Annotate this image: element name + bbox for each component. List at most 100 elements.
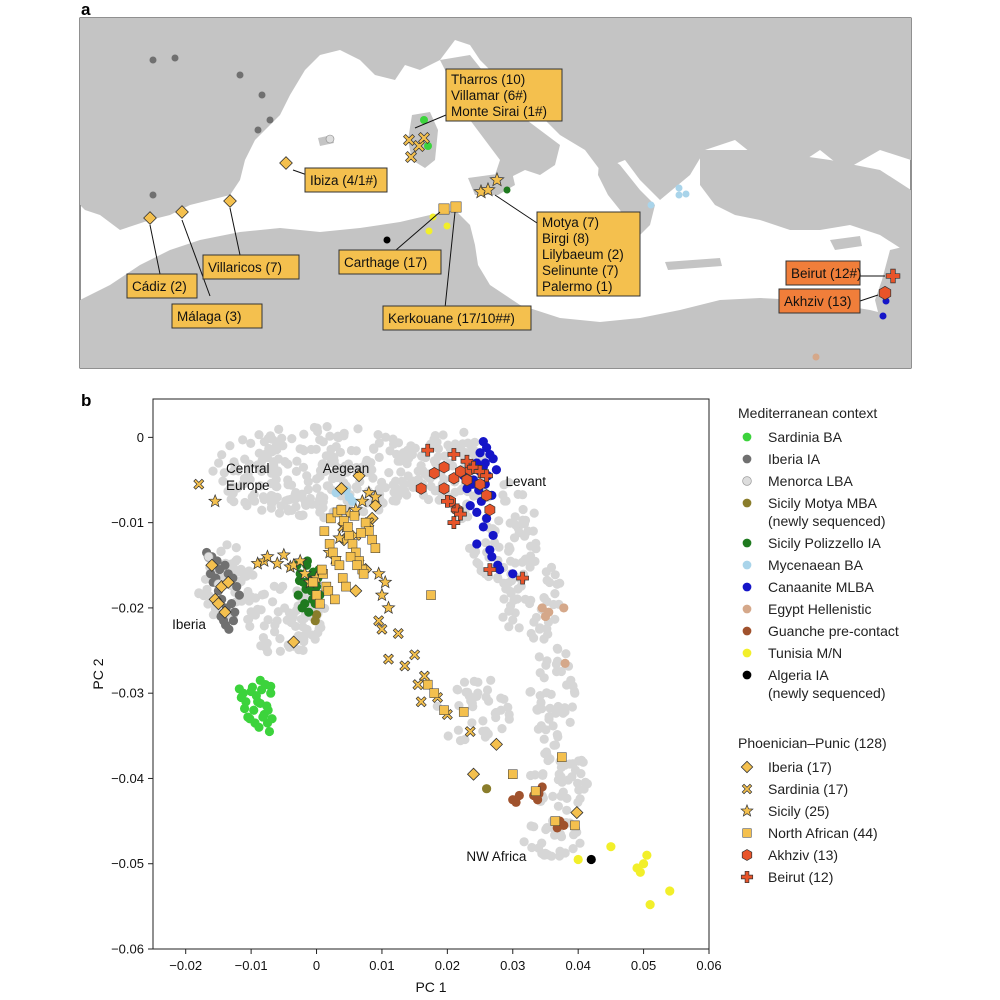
reference-point (478, 716, 488, 726)
data-point (367, 534, 377, 545)
legend-marker (742, 432, 752, 442)
reference-point (255, 481, 265, 491)
legend-label: Mycenaean BA (768, 557, 864, 573)
data-point (336, 505, 347, 515)
reference-point (312, 483, 322, 493)
site-label-tharros: Tharros (10) Villamar (6#) Monte Sirai (… (445, 68, 563, 122)
reference-point (525, 562, 535, 572)
map-beirut-marker (885, 268, 901, 284)
reference-point (531, 544, 541, 554)
reference-point (317, 460, 327, 470)
reference-point (315, 471, 325, 481)
reference-point (248, 570, 258, 580)
data-point (559, 603, 569, 613)
reference-point (507, 576, 517, 586)
reference-point (539, 593, 550, 603)
data-point (488, 530, 498, 541)
reference-point (426, 481, 436, 492)
site-label-villaricos: Villaricos (7) (202, 254, 300, 280)
legend-label: Canaanite MLBA (768, 579, 875, 595)
reference-point (486, 675, 496, 685)
legend-label: Akhziv (13) (768, 847, 838, 863)
reference-point (280, 457, 290, 467)
reference-point (258, 492, 268, 502)
reference-point (406, 441, 416, 451)
data-point (267, 714, 277, 724)
data-point (454, 507, 467, 521)
data-point (266, 688, 276, 698)
data-point (429, 688, 440, 698)
reference-point (251, 593, 261, 603)
reference-point (560, 703, 570, 713)
reference-point (298, 645, 308, 656)
akhziv-text: Akhziv (13) (784, 294, 852, 309)
reference-point (369, 444, 379, 454)
data-point (360, 517, 371, 528)
reference-point (274, 424, 284, 434)
reference-point (218, 476, 228, 486)
reference-point (537, 848, 547, 859)
x-axis: −0.02 −0.01 0 0.01 0.02 0.03 0.04 0.05 0.06 (169, 949, 722, 973)
data-point (330, 594, 340, 605)
map-site-markers (143, 132, 901, 301)
map-sardinia-site-marker (418, 132, 430, 144)
x-tick-label: 0.04 (566, 958, 591, 973)
reference-point (542, 656, 552, 666)
legend-label: Menorca LBA (768, 473, 853, 489)
villaricos-text: Villaricos (7) (208, 260, 282, 275)
data-point (508, 569, 518, 579)
data-point (341, 581, 351, 592)
reference-point (388, 434, 398, 444)
reference-point (511, 520, 521, 530)
data-point (349, 584, 363, 598)
series-sardinia-ba (234, 675, 277, 737)
legend-marker (742, 604, 752, 614)
map-iberia-site-marker (143, 211, 157, 225)
legend-marker (740, 803, 754, 817)
data-point (345, 552, 356, 562)
reference-point (225, 441, 235, 451)
data-point (221, 620, 231, 630)
reference-point (293, 631, 304, 641)
reference-point (472, 558, 482, 568)
reference-point (546, 689, 556, 700)
reference-point (319, 493, 329, 503)
reference-point (214, 458, 224, 468)
reference-point (573, 778, 583, 788)
data-point (337, 573, 348, 583)
legend-label: Iberia IA (768, 451, 821, 467)
data-point (399, 660, 411, 672)
x-tick-label: −0.01 (235, 958, 268, 973)
reference-point (553, 801, 564, 811)
reference-point (287, 434, 297, 444)
reference-point (391, 449, 402, 459)
reference-point (313, 628, 323, 638)
data-point (491, 465, 502, 475)
legend-marker (742, 626, 752, 636)
reference-point (389, 480, 399, 490)
map-sardinia-site-marker (405, 151, 417, 163)
reference-point (458, 439, 468, 449)
reference-point (552, 730, 562, 740)
reference-point (520, 531, 530, 541)
reference-point (508, 615, 518, 625)
data-point (270, 556, 285, 570)
data-point (537, 603, 547, 613)
reference-point (199, 591, 209, 601)
data-point (586, 854, 596, 865)
reference-point (469, 676, 479, 687)
reference-point (232, 483, 242, 493)
data-point (344, 492, 354, 502)
reference-point (544, 712, 554, 722)
motya-line2: Birgi (8) (542, 231, 589, 246)
reference-point (321, 451, 331, 461)
map-dot (171, 54, 179, 62)
series-tunisia-m-n (573, 842, 675, 910)
y-tick-label: −0.05 (111, 856, 144, 871)
x-tick-label: 0.06 (696, 958, 721, 973)
reference-point (443, 731, 453, 741)
reference-point (498, 490, 508, 500)
data-point (332, 530, 347, 545)
reference-point (483, 729, 493, 739)
reference-point (556, 832, 567, 842)
